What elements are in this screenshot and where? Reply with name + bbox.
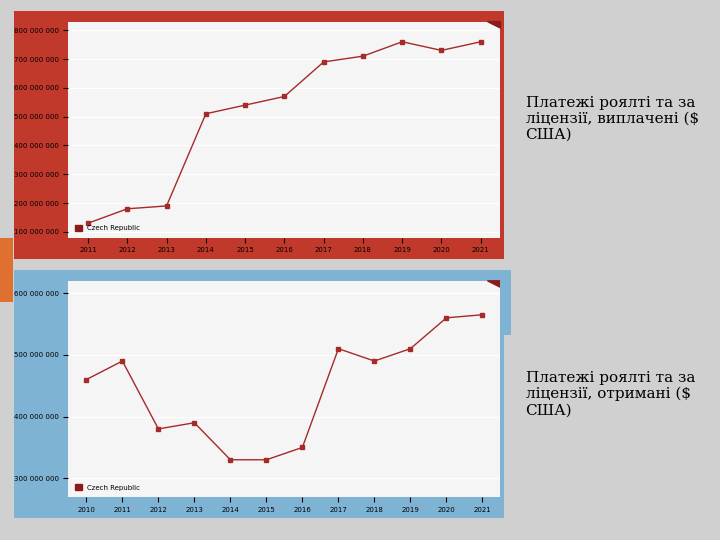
Text: Платежі роялті та за
ліцензії, виплачені ($
США): Платежі роялті та за ліцензії, виплачені…: [526, 96, 698, 142]
Polygon shape: [487, 281, 500, 287]
Polygon shape: [487, 22, 500, 28]
Legend: Czech Republic: Czech Republic: [72, 481, 143, 494]
Text: Платежі роялті та за
ліцензії, отримані ($
США): Платежі роялті та за ліцензії, отримані …: [526, 371, 695, 417]
Legend: Czech Republic: Czech Republic: [72, 222, 143, 234]
